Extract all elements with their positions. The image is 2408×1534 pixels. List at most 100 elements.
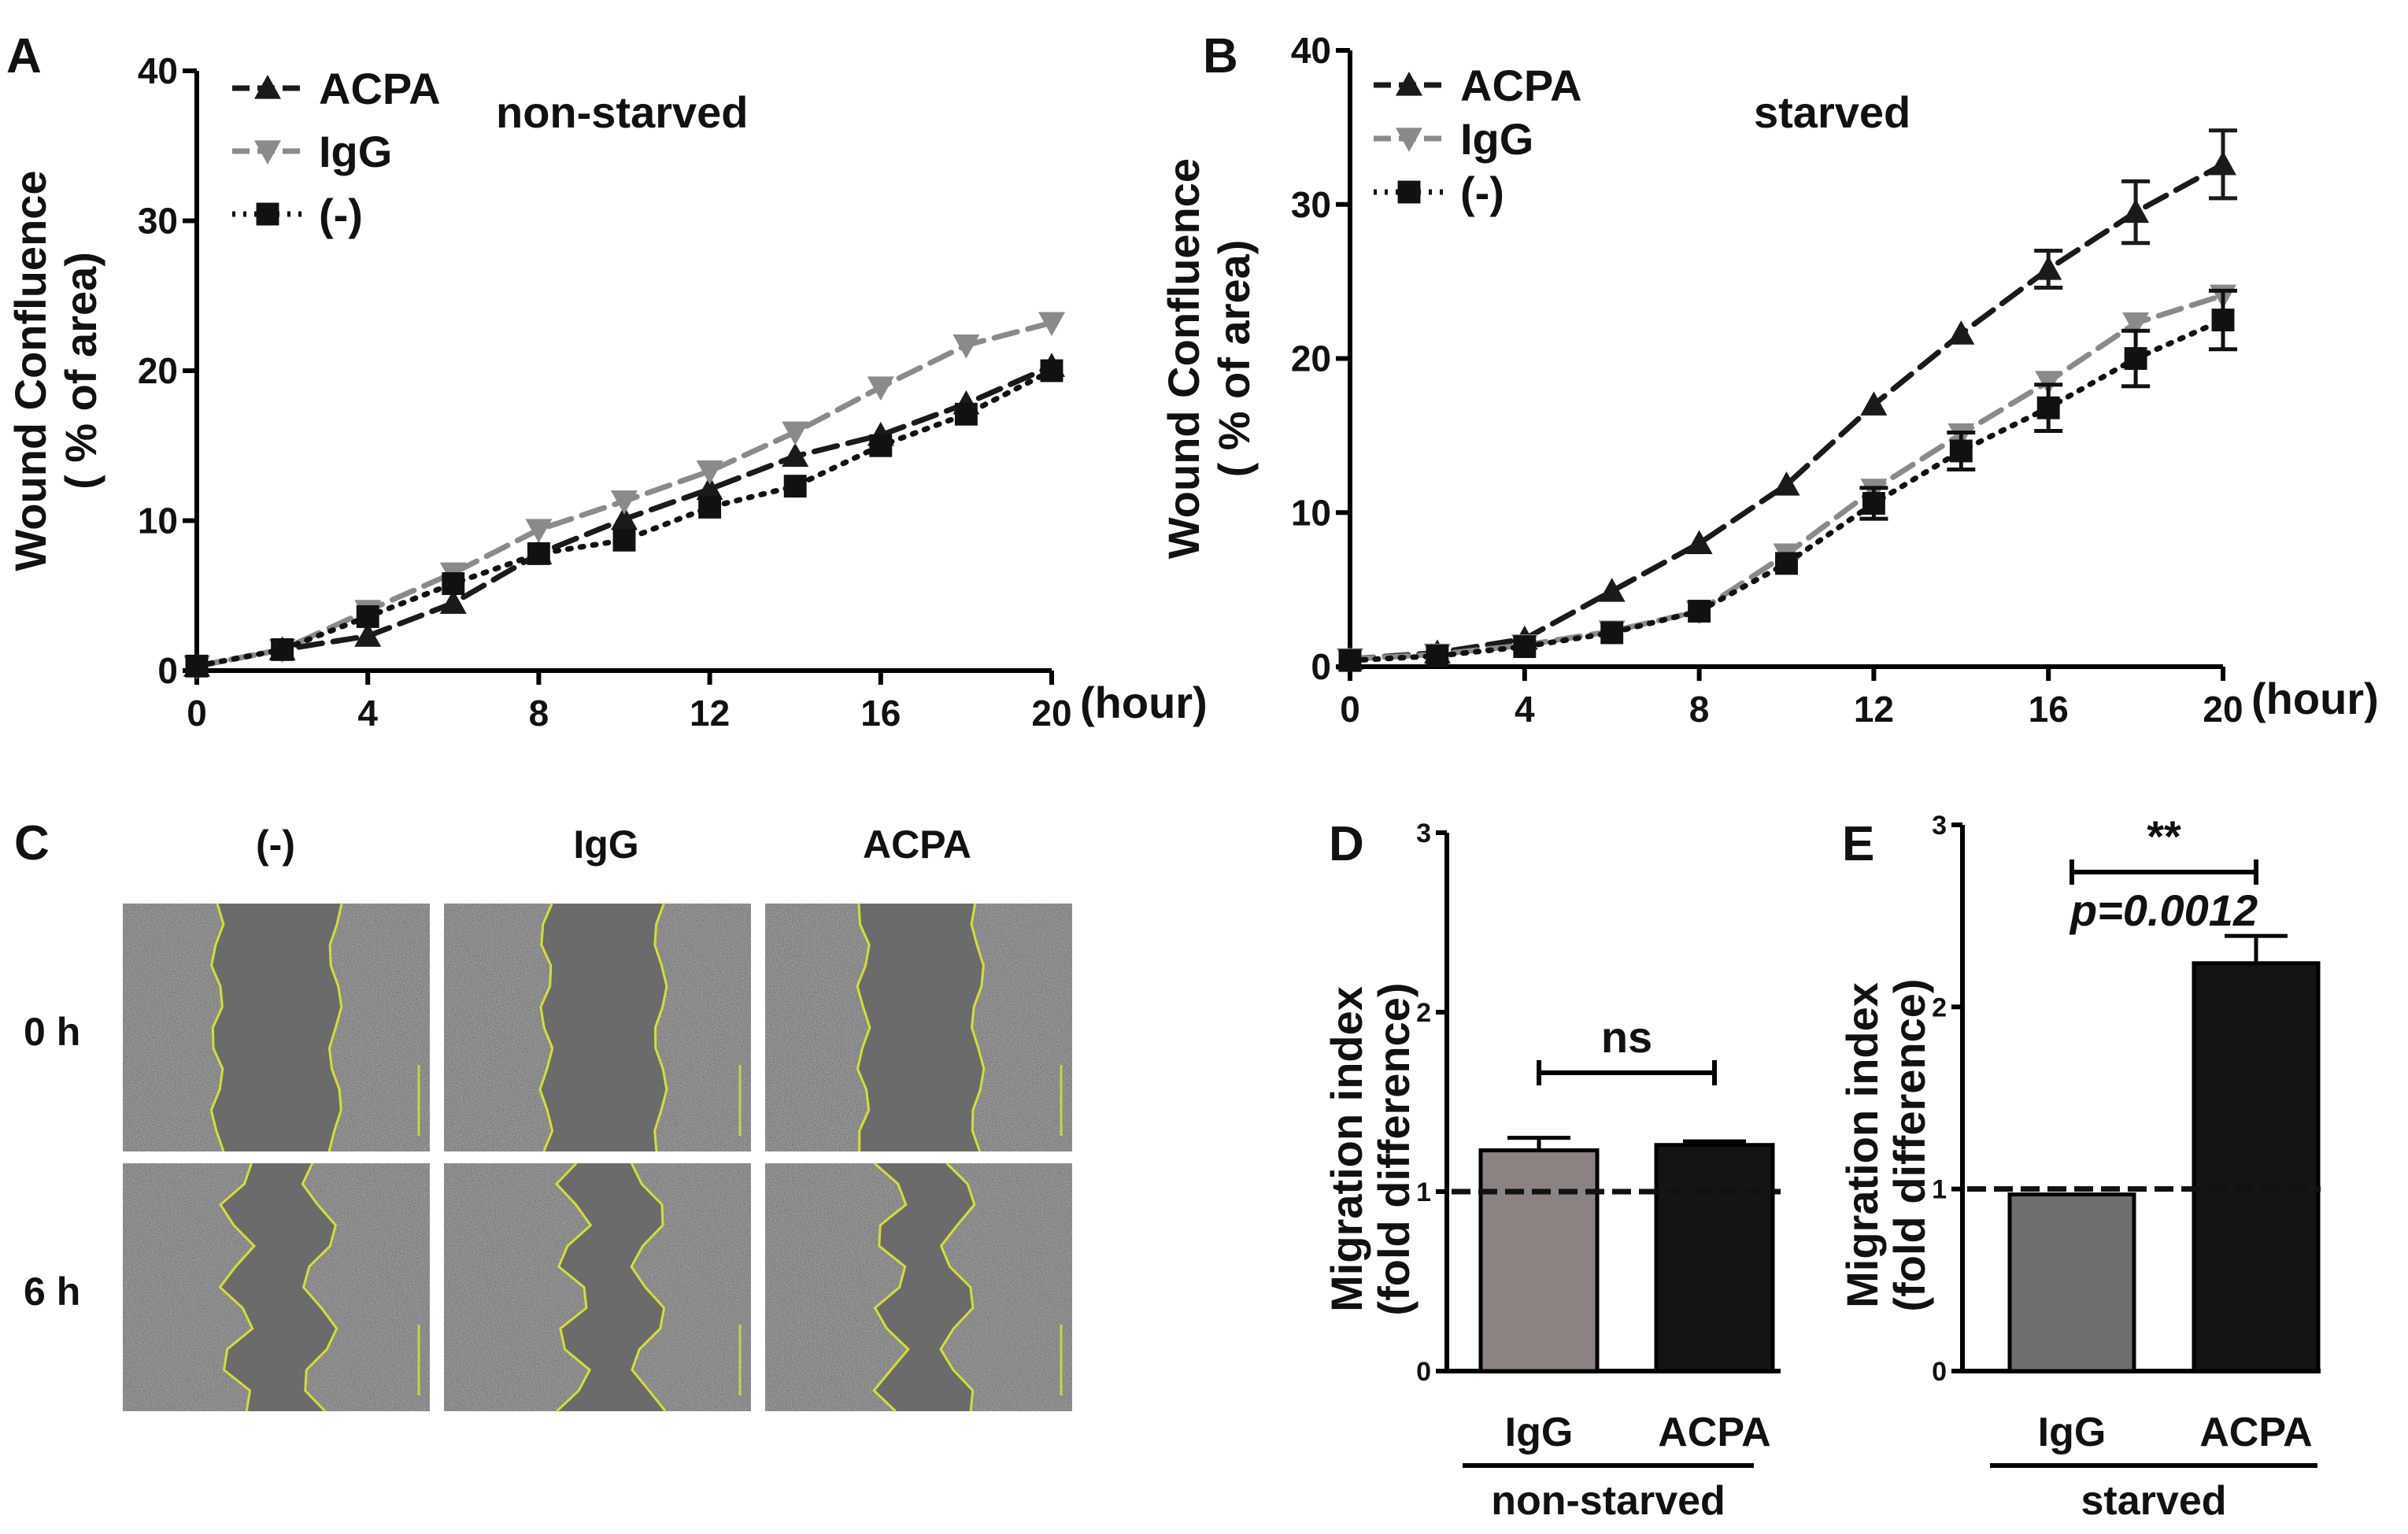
data-point — [2211, 309, 2235, 332]
wound-gap — [857, 904, 984, 1151]
legend-label: ACPA — [1460, 61, 1582, 110]
y-tick-label: 0 — [157, 650, 178, 691]
data-point — [271, 638, 294, 661]
legend-marker — [254, 140, 281, 164]
x-tick-label: 12 — [1854, 689, 1894, 730]
micrograph-tile — [444, 1162, 751, 1413]
y-axis-title: Wound Confluence — [1159, 158, 1208, 559]
p-value: p=0.0012 — [2069, 885, 2258, 935]
wound-edge-right — [630, 1163, 667, 1412]
data-point — [525, 519, 553, 543]
data-point — [527, 542, 550, 565]
data-point — [2122, 312, 2150, 337]
x-tick-label: 0 — [187, 693, 207, 734]
y-tick-label: 2 — [1416, 998, 1431, 1028]
x-tick-label: 4 — [357, 693, 378, 734]
x-axis-unit: (hour) — [1080, 678, 1208, 727]
data-point — [1949, 439, 1973, 463]
column-label: ACPA — [863, 822, 971, 867]
data-point — [2122, 198, 2150, 224]
row-label: 6 h — [24, 1270, 80, 1314]
bar-acpa — [1654, 1143, 1775, 1373]
micrograph-tile — [765, 903, 1072, 1152]
legend-marker — [254, 75, 281, 99]
x-axis-unit: (hour) — [2251, 674, 2379, 723]
y-tick-label: 0 — [1416, 1357, 1431, 1387]
data-point — [1860, 391, 1888, 416]
panel-letter: C — [14, 816, 50, 870]
micrograph-tile — [123, 1163, 430, 1413]
data-point — [1775, 552, 1798, 575]
panel-d-bar-chart: 0 1 2 3 Migration index(fold difference) IgG A… — [1322, 817, 1781, 1524]
data-point — [954, 402, 978, 426]
category-label: IgG — [1505, 1410, 1574, 1455]
y-tick-label: 3 — [1416, 819, 1431, 848]
wound-edge-left — [872, 1162, 910, 1413]
x-tick-label: 8 — [529, 693, 549, 734]
legend-label: (-) — [319, 190, 363, 239]
x-tick-label: 20 — [2203, 689, 2243, 730]
wound-edge-left — [209, 903, 225, 1152]
y-tick-label: 10 — [1291, 492, 1331, 533]
category-label: ACPA — [1658, 1410, 1770, 1455]
data-point — [2124, 347, 2147, 370]
micrograph-tile — [123, 903, 430, 1152]
wound-edge-right — [970, 903, 986, 1152]
column-label: (-) — [256, 822, 295, 867]
wound-edge-left — [554, 1162, 593, 1413]
x-tick-label: 20 — [1031, 693, 1071, 734]
wound-edge-right — [939, 1162, 976, 1412]
y-tick-label: 20 — [138, 350, 178, 391]
legend-label: (-) — [1460, 168, 1504, 217]
row-label: 0 h — [24, 1010, 80, 1054]
data-point — [783, 475, 807, 498]
data-point — [952, 335, 980, 359]
data-point — [354, 623, 382, 647]
y-tick-label: 10 — [138, 501, 178, 542]
y-axis-subtitle: ( % of area) — [1209, 240, 1259, 478]
data-point — [1862, 492, 1885, 515]
wound-edge-left — [218, 1163, 257, 1412]
y-axis-subtitle: (fold difference) — [1885, 978, 1934, 1311]
x-tick-label: 8 — [1689, 689, 1710, 730]
data-point — [612, 528, 636, 552]
x-tick-label: 0 — [1340, 689, 1360, 730]
legend-marker — [1396, 72, 1422, 96]
data-point — [1947, 320, 1975, 345]
data-point — [867, 376, 894, 401]
data-point — [696, 460, 723, 485]
panel-letter: A — [6, 29, 42, 83]
y-axis-title: Wound Confluence — [6, 170, 55, 571]
data-point — [782, 421, 809, 446]
y-tick-label: 40 — [138, 50, 178, 91]
data-point — [611, 505, 638, 530]
wound-edge-left — [856, 903, 871, 1152]
y-axis-title: Migration index — [1837, 982, 1887, 1308]
category-label: IgG — [2038, 1410, 2107, 1455]
y-axis-title: Migration index — [1322, 986, 1371, 1312]
data-point — [1513, 635, 1537, 659]
legend-marker — [1397, 180, 1421, 204]
data-point — [185, 654, 209, 678]
data-point — [869, 434, 893, 457]
data-point — [1685, 530, 1713, 554]
data-point — [442, 572, 465, 595]
series-line-0 — [1347, 161, 2226, 662]
wound-gap — [874, 1163, 975, 1411]
data-point — [2035, 255, 2062, 280]
wound-gap — [220, 1163, 337, 1411]
y-tick-label: 1 — [1932, 1175, 1947, 1205]
bar-igg — [1478, 1148, 1600, 1373]
wound-edge-right — [301, 1163, 338, 1413]
y-tick-label: 3 — [1932, 811, 1947, 841]
significance-label: ns — [1601, 1012, 1652, 1062]
wound-edge-right — [327, 903, 343, 1152]
wound-edge-right — [653, 903, 668, 1152]
data-point — [2036, 396, 2060, 420]
y-tick-label: 20 — [1291, 338, 1331, 379]
legend-label: IgG — [319, 127, 392, 176]
data-point — [1773, 471, 1800, 496]
legend-marker — [256, 202, 279, 226]
data-point — [1598, 578, 1626, 602]
data-point — [782, 442, 809, 468]
